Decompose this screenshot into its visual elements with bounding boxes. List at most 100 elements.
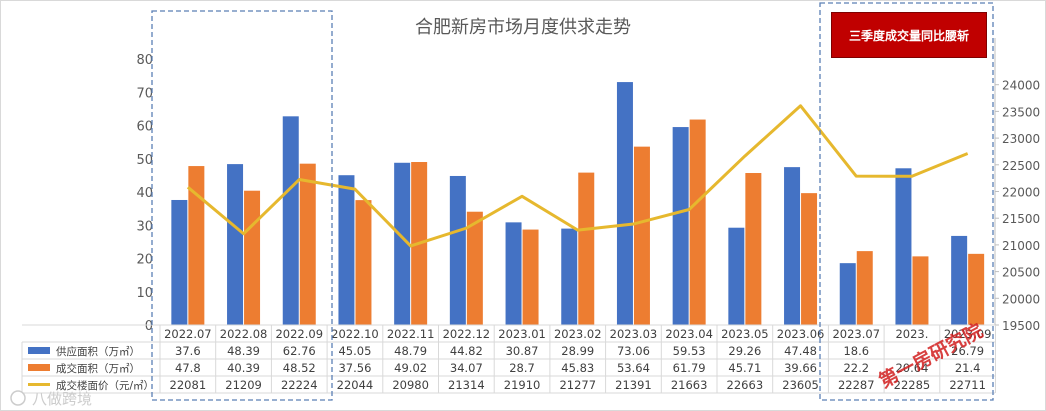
- deal-bar: [856, 251, 873, 325]
- watermark-logo-icon: [10, 390, 26, 406]
- table-cell: 47.8: [175, 361, 201, 375]
- deal-bar: [801, 193, 818, 325]
- deal-bar: [745, 173, 762, 325]
- right-tick-label: 19500: [1002, 319, 1040, 333]
- table-cell: 73.06: [617, 344, 650, 358]
- table-cell: 22287: [838, 378, 875, 392]
- right-tick-label: 23500: [1002, 105, 1040, 119]
- right-tick-label: 23000: [1002, 132, 1040, 146]
- supply-bar: [282, 116, 299, 325]
- left-axis: 0 10 20 30 40 50 60 70 80: [136, 53, 153, 334]
- category-label: 2022.11: [387, 327, 435, 341]
- supply-bar: [505, 222, 522, 325]
- right-axis: 19500 20000 20500 21000 21500 22000 22500 23000…: [994, 38, 1040, 333]
- table-cell: 53.64: [617, 361, 650, 375]
- table-cell: 23605: [782, 378, 819, 392]
- left-tick-label: 80: [136, 53, 153, 68]
- table-cell: 22224: [281, 378, 318, 392]
- legend-label: 成交面积（万㎡）: [56, 362, 140, 375]
- left-tick-label: 70: [136, 86, 153, 101]
- supply-bar: [338, 175, 355, 325]
- table-cell: 45.05: [338, 344, 371, 358]
- highlight-box-2022q3: [151, 10, 333, 401]
- supply-bar: [561, 228, 578, 325]
- table-cell: 18.6: [843, 344, 869, 358]
- badge-text: 三季度成交量同比腰斩: [848, 28, 969, 43]
- data-table: 2022.07 2022.08 2022.09 2022.10 2022.11 2022.…: [21, 324, 996, 394]
- table-cell: 37.6: [175, 344, 201, 358]
- table-cell: 44.82: [450, 344, 483, 358]
- deal-bar: [355, 200, 372, 325]
- deal-bar: [522, 229, 539, 325]
- left-tick-label: 20: [136, 253, 153, 268]
- table-cell: 59.53: [673, 344, 706, 358]
- right-tick-label: 24000: [1002, 79, 1040, 93]
- table-cell: 48.39: [227, 344, 260, 358]
- watermark-left: 八做跨境: [32, 390, 92, 408]
- category-label: 2023.06: [777, 327, 825, 341]
- legend-swatch: [28, 347, 50, 354]
- category-label: 2022.07: [164, 327, 212, 341]
- table-cell: 62.76: [283, 344, 316, 358]
- chart-title: 合肥新房市场月度供求走势: [415, 17, 631, 38]
- deal-bar: [244, 190, 261, 325]
- supply-bar: [616, 82, 633, 325]
- category-label: 2023.05: [721, 327, 769, 341]
- table-cell: 28.7: [509, 361, 535, 375]
- deal-bar: [578, 172, 595, 325]
- deal-bar: [912, 256, 929, 325]
- right-tick-label: 20000: [1002, 292, 1040, 306]
- category-label: 2023.03: [610, 327, 658, 341]
- table-cell: 21391: [615, 378, 652, 392]
- deal-bar: [633, 146, 650, 325]
- category-label: 2023.07: [832, 327, 880, 341]
- price-line: [186, 104, 969, 248]
- table-cell: 21209: [225, 378, 262, 392]
- legend-label: 供应面积（万㎡）: [56, 345, 140, 358]
- deal-bar: [299, 163, 316, 325]
- table-cell: 21.4: [955, 361, 981, 375]
- supply-bar: [895, 168, 912, 325]
- table-cell: 47.48: [784, 344, 817, 358]
- table-cell: 61.79: [673, 361, 706, 375]
- line-series: [186, 104, 969, 248]
- bar-series: [171, 82, 985, 326]
- supply-bar: [839, 263, 856, 325]
- table-cell: 28.99: [561, 344, 594, 358]
- deal-bar: [689, 119, 706, 325]
- supply-bar: [784, 167, 801, 325]
- table-cell: 22044: [337, 378, 374, 392]
- table-cell: 37.56: [338, 361, 371, 375]
- table-cell: 48.52: [283, 361, 316, 375]
- left-tick-label: 30: [136, 219, 153, 234]
- category-label: 2022.10: [331, 327, 379, 341]
- supply-bar: [951, 235, 968, 325]
- category-label: 2022.09: [275, 327, 323, 341]
- table-cell: 26.79: [951, 344, 984, 358]
- legend-label: 成交楼面价（元/㎡）: [56, 379, 154, 392]
- table-cell: 21277: [559, 378, 596, 392]
- table-cell: 39.66: [784, 361, 817, 375]
- left-tick-label: 50: [136, 153, 153, 168]
- right-tick-label: 21000: [1002, 239, 1040, 253]
- category-label: 2023.09: [944, 327, 992, 341]
- highlight-badge: 三季度成交量同比腰斩: [831, 12, 987, 58]
- right-tick-label: 22500: [1002, 159, 1040, 173]
- category-label: 2023.01: [498, 327, 546, 341]
- category-label: 2023.02: [554, 327, 602, 341]
- category-label: 2022.08: [220, 327, 268, 341]
- table-cell: 21663: [671, 378, 708, 392]
- deal-bar: [466, 211, 483, 325]
- right-tick-label: 22000: [1002, 186, 1040, 200]
- table-cell: 29.26: [728, 344, 761, 358]
- deal-bar: [188, 166, 205, 325]
- supply-bar: [672, 127, 689, 326]
- table-cell: 40.39: [227, 361, 260, 375]
- deal-bar: [968, 253, 985, 325]
- supply-bar: [449, 175, 466, 325]
- table-cell: 22663: [727, 378, 764, 392]
- table-cell: 34.07: [450, 361, 483, 375]
- table-cell: 22285: [894, 378, 931, 392]
- supply-bar: [227, 164, 244, 325]
